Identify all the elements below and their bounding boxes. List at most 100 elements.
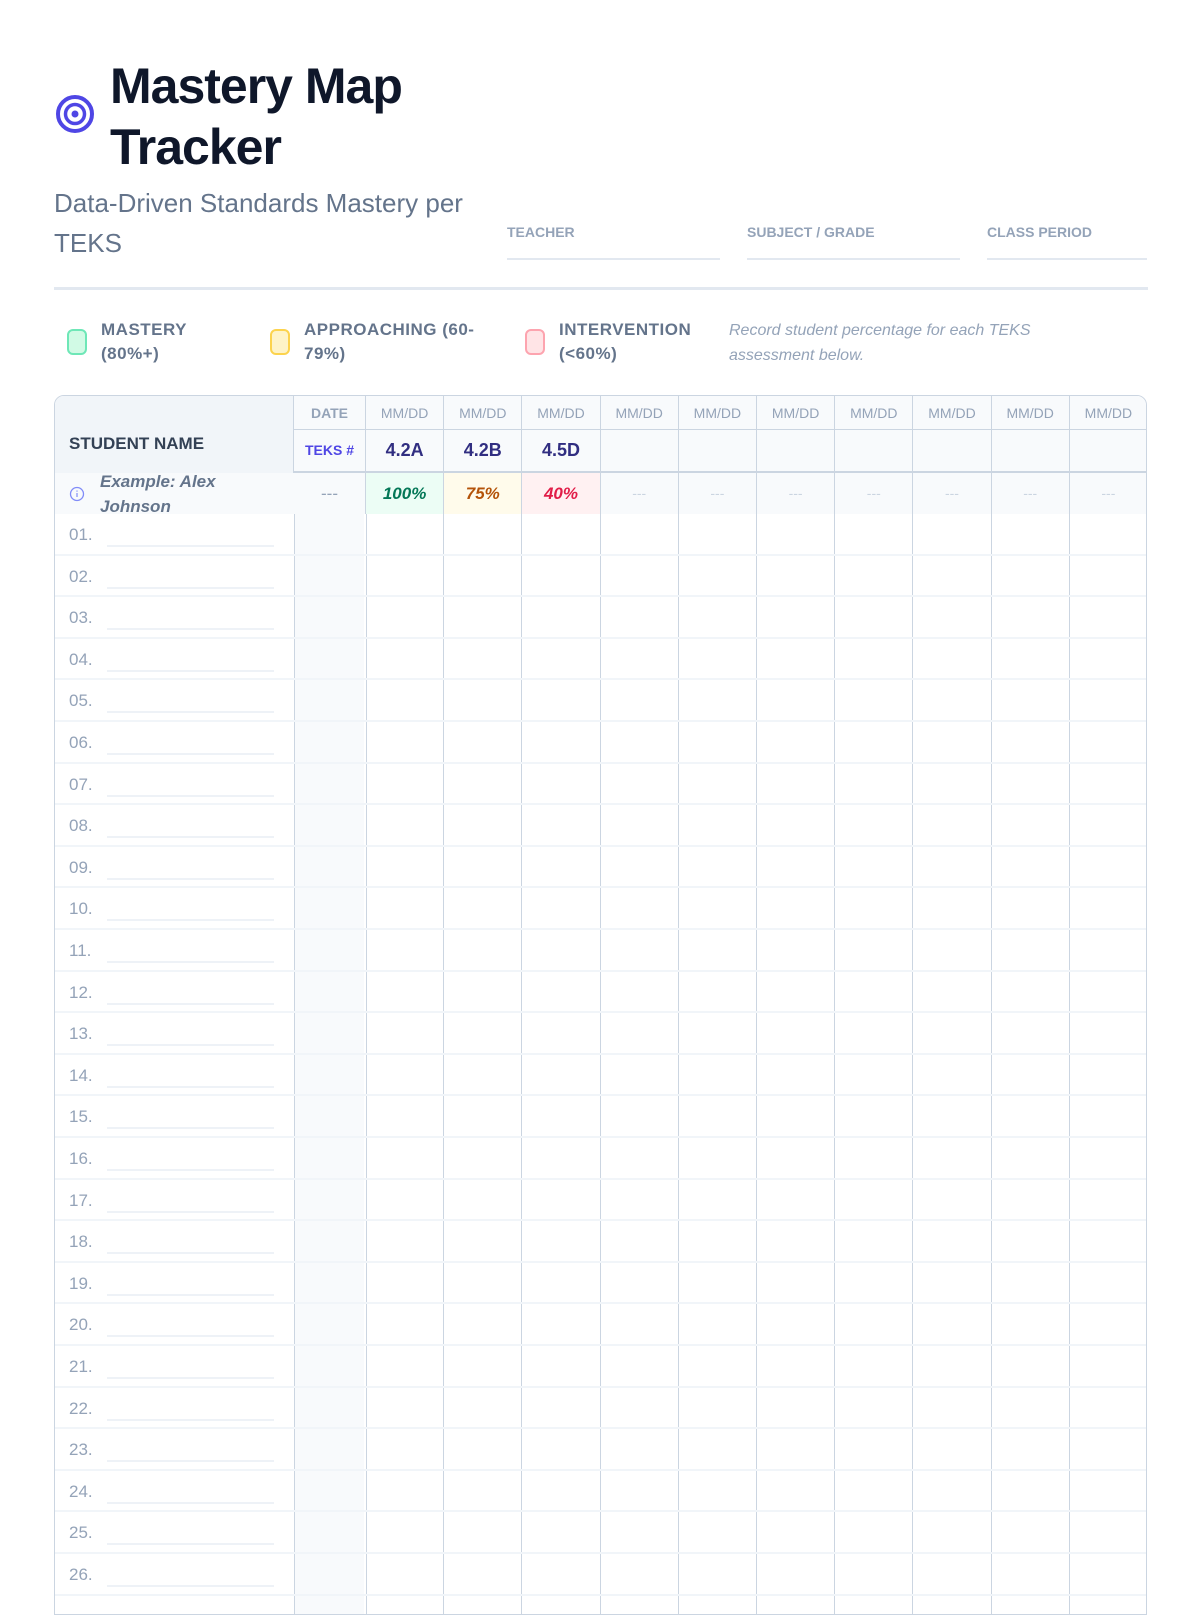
table-row[interactable]: 07. <box>55 764 1146 806</box>
student-name-input[interactable] <box>107 1252 274 1255</box>
example-score: 100% <box>366 473 445 514</box>
teks-cell[interactable]: 4.2B <box>444 430 523 471</box>
student-name-input[interactable] <box>107 1127 274 1130</box>
column-divider <box>294 514 295 1614</box>
student-name-input[interactable] <box>107 1418 274 1421</box>
date-cell[interactable]: MM/DD <box>1069 396 1146 430</box>
student-name-input[interactable] <box>107 1377 274 1379</box>
date-cell[interactable]: MM/DD <box>366 396 445 430</box>
student-name-input[interactable] <box>107 1002 274 1005</box>
row-number: 26. <box>69 1565 93 1584</box>
table-row[interactable]: 03. <box>55 597 1146 639</box>
date-column <box>294 514 364 1614</box>
table-row[interactable]: 14. <box>55 1055 1146 1097</box>
table-row[interactable]: 11. <box>55 930 1146 972</box>
row-number: 16. <box>69 1149 93 1168</box>
table-row[interactable]: 20. <box>55 1304 1146 1346</box>
row-number: 08. <box>69 816 93 836</box>
student-name-input[interactable] <box>107 794 274 797</box>
column-divider <box>990 514 992 1614</box>
table-row[interactable]: 08. <box>55 805 1146 847</box>
table-row[interactable]: 09. <box>55 847 1146 889</box>
student-name-input[interactable] <box>107 1169 274 1171</box>
legend-intervention: INTERVENTION (<60%) <box>525 318 709 366</box>
column-divider <box>366 514 367 1614</box>
teks-cell[interactable] <box>913 430 992 471</box>
row-number: 05. <box>69 691 93 711</box>
row-number: 22. <box>69 1398 93 1418</box>
table-row[interactable]: 21. <box>55 1346 1146 1388</box>
column-divider <box>599 514 601 1614</box>
table-row[interactable]: 12. <box>55 972 1146 1014</box>
class-period-field[interactable]: CLASS PERIOD <box>987 224 1147 260</box>
table-row[interactable]: 24. <box>55 1471 1146 1513</box>
table-row[interactable]: 05. <box>55 680 1146 722</box>
student-name-input[interactable] <box>107 1044 274 1047</box>
teacher-field[interactable]: TEACHER <box>507 224 720 260</box>
table-row[interactable]: 13. <box>55 1013 1146 1055</box>
teks-cell[interactable] <box>678 430 757 471</box>
table-row[interactable]: 10. <box>55 888 1146 930</box>
table-row[interactable]: 18. <box>55 1221 1146 1263</box>
column-divider <box>443 514 445 1614</box>
example-score: --- <box>991 473 1070 514</box>
teks-cell[interactable] <box>600 430 679 471</box>
student-name-input[interactable] <box>107 545 274 547</box>
table-row[interactable]: 26. <box>55 1554 1146 1596</box>
date-cell[interactable]: MM/DD <box>522 396 601 430</box>
student-name-input[interactable] <box>107 753 274 755</box>
date-cell[interactable]: MM/DD <box>678 396 757 430</box>
table-row[interactable]: 19. <box>55 1263 1146 1305</box>
date-cell[interactable]: MM/DD <box>835 396 914 430</box>
student-name-input[interactable] <box>107 877 274 880</box>
student-name-input[interactable] <box>107 961 274 963</box>
table-row[interactable]: 16. <box>55 1138 1146 1180</box>
row-number: 02. <box>69 566 93 586</box>
table-row[interactable]: 25. <box>55 1512 1146 1554</box>
table-row[interactable]: 06. <box>55 722 1146 764</box>
teks-cell[interactable] <box>757 430 836 471</box>
student-name-input[interactable] <box>107 1585 274 1587</box>
table-row[interactable]: 22. <box>55 1388 1146 1430</box>
row-number: 07. <box>69 774 93 794</box>
student-name-input[interactable] <box>107 628 274 631</box>
row-number: 23. <box>69 1440 93 1460</box>
table-row[interactable]: 23. <box>55 1429 1146 1471</box>
row-number: 01. <box>69 525 93 544</box>
teacher-label: TEACHER <box>507 224 575 240</box>
date-cell[interactable]: MM/DD <box>757 396 836 430</box>
teks-cell[interactable] <box>835 430 914 471</box>
date-cell[interactable]: MM/DD <box>913 396 992 430</box>
student-name-input[interactable] <box>107 1543 274 1546</box>
teks-cell[interactable] <box>991 430 1070 471</box>
date-cell[interactable]: MM/DD <box>444 396 523 430</box>
student-name-input[interactable] <box>107 836 274 839</box>
example-score: --- <box>678 473 757 514</box>
subject-grade-field[interactable]: SUBJECT / GRADE <box>747 224 960 260</box>
date-cell[interactable]: MM/DD <box>600 396 679 430</box>
table-row[interactable]: 04. <box>55 639 1146 681</box>
legend-label: APPROACHING (60-79%) <box>304 320 475 363</box>
student-name-input[interactable] <box>107 1293 274 1296</box>
row-number: 15. <box>69 1107 93 1127</box>
student-name-input[interactable] <box>107 919 274 922</box>
teks-cell[interactable]: 4.2A <box>366 430 445 471</box>
date-cell[interactable]: MM/DD <box>991 396 1070 430</box>
teks-cell[interactable]: 4.5D <box>522 430 601 471</box>
table-row[interactable]: 02. <box>55 556 1146 598</box>
student-name-input[interactable] <box>107 1085 274 1088</box>
student-name-input[interactable] <box>107 1460 274 1463</box>
student-name-input[interactable] <box>107 1335 274 1338</box>
table-row[interactable]: 17. <box>55 1180 1146 1222</box>
column-divider <box>834 514 836 1614</box>
teks-cell[interactable] <box>1069 430 1146 471</box>
table-row[interactable]: 01. <box>55 514 1146 556</box>
student-name-input[interactable] <box>107 1210 274 1213</box>
student-name-input[interactable] <box>107 711 274 714</box>
student-name-input[interactable] <box>107 669 274 672</box>
example-score: --- <box>600 473 679 514</box>
student-name-header: STUDENT NAME <box>55 396 294 473</box>
student-name-input[interactable] <box>107 586 274 589</box>
student-name-input[interactable] <box>107 1501 274 1504</box>
table-row[interactable]: 15. <box>55 1096 1146 1138</box>
